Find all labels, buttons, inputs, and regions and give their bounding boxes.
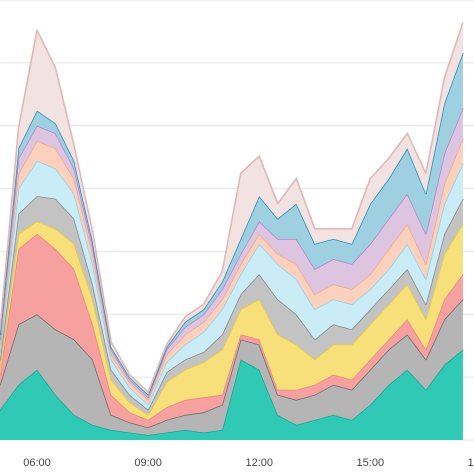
area-series-10 xyxy=(0,22,463,395)
area-series-5 xyxy=(0,196,463,415)
area-series-2 xyxy=(0,299,463,435)
area-series-group xyxy=(0,22,464,440)
area-series-4 xyxy=(0,221,463,420)
x-axis-ticks: 06:00 09:00 12:00 15:00 18:00 xyxy=(23,457,474,469)
x-tick-label-1: 09:00 xyxy=(134,457,162,469)
area-series-6 xyxy=(0,160,463,410)
area-series-10-edge xyxy=(0,22,464,393)
x-tick-label-2: 12:00 xyxy=(245,457,273,469)
x-tick-label-0: 06:00 xyxy=(23,457,51,469)
area-series-8 xyxy=(0,108,463,400)
x-tick-label-3: 15:00 xyxy=(357,457,385,469)
x-tick-label-4: 18:00 xyxy=(468,457,474,469)
area-series-9 xyxy=(0,52,463,398)
